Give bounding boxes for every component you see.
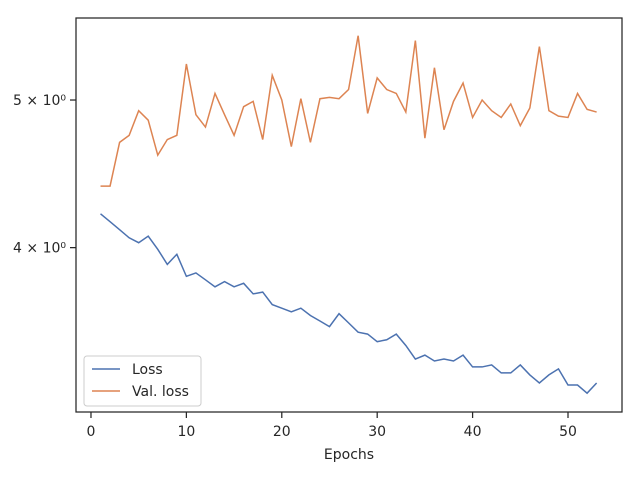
line-series [100, 213, 598, 395]
y-tick-label: 4 × 10⁰ [13, 241, 66, 257]
x-tick-label: 20 [273, 424, 291, 440]
line-series [100, 35, 597, 187]
x-tick-label: 40 [464, 424, 482, 440]
y-tick-label: 5 × 10⁰ [13, 93, 66, 109]
x-axis-label: Epochs [324, 447, 374, 463]
legend-label: Loss [132, 362, 163, 378]
legend-label: Val. loss [132, 384, 189, 400]
x-tick-label: 30 [368, 424, 386, 440]
x-tick-label: 10 [177, 424, 195, 440]
legend: Loss Val. loss [83, 355, 202, 407]
plot-frame [75, 17, 623, 413]
x-tick-label: 0 [87, 424, 96, 440]
x-tick-label: 50 [559, 424, 577, 440]
